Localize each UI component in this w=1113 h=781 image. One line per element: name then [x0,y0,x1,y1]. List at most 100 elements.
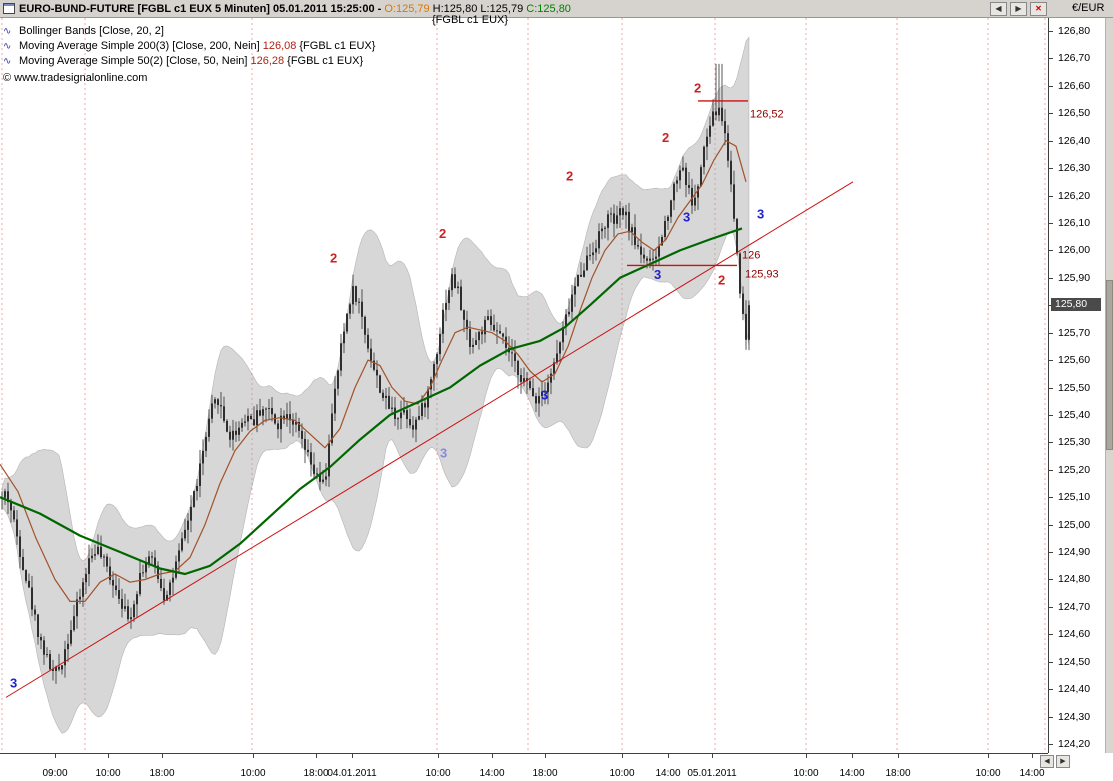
time-tick-mark [852,754,853,758]
symbol-label: {FGBL c1 EUX} [432,14,509,26]
svg-text:2: 2 [662,130,669,145]
time-tick-label: 04.01.2011 [327,768,377,779]
svg-text:2: 2 [694,81,701,96]
time-tick-mark [316,754,317,758]
low-value: L:125,79 [480,2,524,15]
svg-text:3: 3 [757,207,764,222]
price-tick-label: 126,10 [1058,216,1091,229]
price-tick-mark [1049,387,1053,389]
time-tick-label: 10:00 [425,768,451,779]
legend-ma200-value: 126,08 [262,40,297,52]
svg-text:2: 2 [330,251,337,266]
price-tick-mark [1049,469,1053,471]
time-tick-mark [1032,754,1033,758]
time-tick-mark [162,754,163,758]
price-tick-mark [1049,552,1053,554]
time-tick-label: 10:00 [609,768,635,779]
price-tick-label: 125,60 [1058,354,1091,367]
high-value: H:125,80 [432,2,478,15]
svg-text:126,52: 126,52 [750,108,784,120]
price-tick-label: 124,90 [1058,546,1091,559]
titlebar-controls: ◀ ▶ ✕ [990,2,1047,16]
legend-row-ma50: ∿ Moving Average Simple 50(2) [Close, 50… [3,54,375,69]
price-tick-mark [1049,442,1053,444]
price-tick-mark [1049,168,1053,170]
vertical-scrollbar[interactable] [1105,18,1113,753]
price-tick-mark [1049,414,1053,416]
svg-text:126: 126 [742,249,760,261]
pan-right-button[interactable]: ▶ [1056,755,1070,768]
price-tick-mark [1049,689,1053,691]
axis-currency-label: €/EUR [1072,2,1105,14]
svg-text:3: 3 [440,445,447,460]
pan-left-button[interactable]: ◀ [1040,755,1054,768]
price-tick-label: 125,30 [1058,436,1091,449]
time-tick-mark [622,754,623,758]
close-icon[interactable]: ✕ [1030,2,1047,16]
price-tick-label: 124,70 [1058,600,1091,613]
price-tick-label: 126,60 [1058,79,1091,92]
price-tick-label: 124,50 [1058,655,1091,668]
price-tick-mark [1049,332,1053,334]
scroll-left-button[interactable]: ◀ [990,2,1007,16]
price-axis[interactable]: 126,80 126,70 126,60 126,50 126,40 126,30 126,… [1048,18,1106,753]
copyright-label: © www.tradesignalonline.com [3,72,148,84]
time-tick-mark [108,754,109,758]
price-tick-label: 124,30 [1058,710,1091,723]
price-tick-mark [1049,497,1053,499]
candlestick-chart-canvas[interactable]: 126,52 126 125,93 3 2 2 2 2 2 3 3 3 3 2 3 [0,18,1048,753]
price-tick-label: 125,40 [1058,408,1091,421]
time-tick-mark [806,754,807,758]
time-tick-label: 10:00 [95,768,121,779]
price-tick-label: 124,80 [1058,573,1091,586]
time-tick-mark [253,754,254,758]
time-tick-mark [668,754,669,758]
chart-plot-area[interactable]: 126,52 126 125,93 3 2 2 2 2 2 3 3 3 3 2 3 {FGBL c1 EUX… [0,14,1048,753]
price-tick-label: 124,20 [1058,738,1091,750]
price-tick-mark [1049,250,1053,252]
close-value: C:125,80 [526,2,571,15]
price-tick-mark [1049,744,1053,745]
time-tick-mark [712,754,713,758]
price-tick-label: 126,50 [1058,107,1091,120]
time-tick-mark [352,754,353,758]
price-tick-label: 125,70 [1058,326,1091,339]
time-tick-label: 14:00 [655,768,681,779]
price-tick-mark [1049,661,1053,663]
time-tick-label: 14:00 [839,768,865,779]
svg-text:3: 3 [654,267,661,282]
price-tick-mark [1049,360,1053,362]
time-axis[interactable]: 09:00 10:00 18:00 10:00 18:00 04.01.2011 10:00… [0,753,1048,781]
time-tick-mark [55,754,56,758]
time-tick-mark [438,754,439,758]
svg-text:2: 2 [439,226,446,241]
time-tick-label: 18:00 [885,768,911,779]
price-tick-label: 125,10 [1058,491,1091,504]
price-tick-label: 125,00 [1058,518,1091,531]
scrollbar-thumb[interactable] [1106,280,1113,450]
price-tick-mark [1049,634,1053,636]
legend-row-ma200: ∿ Moving Average Simple 200(3) [Close, 2… [3,39,375,54]
svg-text:3: 3 [10,676,17,691]
price-tick-label: 125,90 [1058,271,1091,284]
time-tick-label: 10:00 [793,768,819,779]
price-tick-mark [1049,85,1053,87]
price-tick-label: 126,80 [1058,25,1091,37]
price-tick-label: 126,30 [1058,162,1091,175]
time-tick-mark [898,754,899,758]
price-tick-label: 126,40 [1058,134,1091,147]
price-tick-label: 125,20 [1058,463,1091,476]
svg-text:2: 2 [566,168,573,183]
legend-bollinger-label: Bollinger Bands [Close, 20, 2] [19,25,164,37]
price-tick-mark [1049,579,1053,581]
chart-title-base: EURO-BUND-FUTURE [FGBL c1 EUX 5 Minuten]… [19,2,382,15]
wave-icon: ∿ [3,56,12,67]
time-tick-label: 18:00 [303,768,329,779]
time-tick-label: 10:00 [240,768,266,779]
price-tick-label: 126,20 [1058,189,1091,202]
time-axis-controls: ◀ ▶ [1040,755,1070,768]
legend-ma200-symbol: {FGBL c1 EUX} [299,40,376,52]
price-tick-label: 124,60 [1058,628,1091,641]
scroll-right-button[interactable]: ▶ [1010,2,1027,16]
